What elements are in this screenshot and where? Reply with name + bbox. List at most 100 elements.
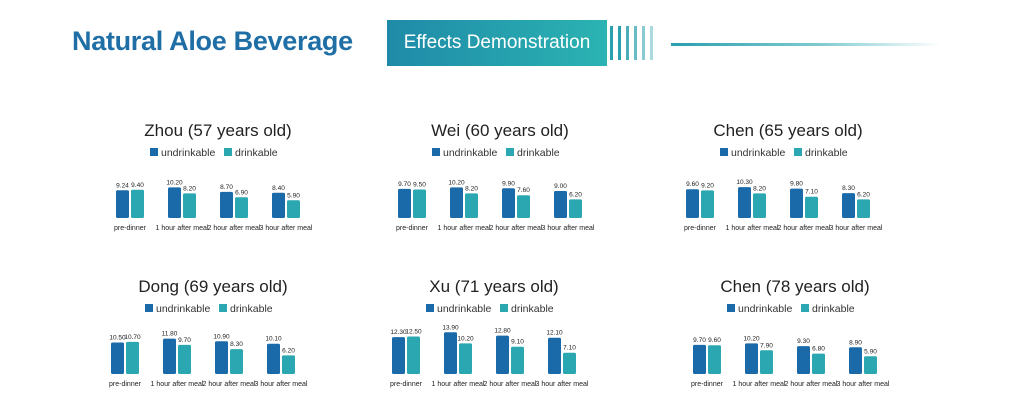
data-label: 10.20	[743, 335, 760, 342]
legend-label: drinkable	[517, 147, 560, 159]
decorative-stripe	[642, 26, 645, 60]
category-label: 2 hour after meal	[490, 225, 543, 232]
bar	[708, 345, 721, 374]
data-label: 8.40	[272, 185, 285, 192]
category-label: 1 hour after meal	[156, 225, 209, 232]
bar	[215, 341, 228, 374]
data-label: 8.30	[842, 185, 855, 192]
chart-panel: Chen (65 years old) undrinkable drinkable 9…	[638, 112, 938, 262]
bar	[282, 355, 295, 374]
bar	[459, 343, 472, 374]
data-label: 13.90	[442, 324, 459, 331]
chart-title: Chen (65 years old)	[713, 121, 862, 140]
bar	[842, 193, 855, 218]
legend-swatch	[150, 148, 158, 156]
data-label: 9.24	[116, 182, 129, 189]
chart-title: Wei (60 years old)	[431, 121, 569, 140]
bar	[693, 344, 706, 374]
chart-panel: Xu (71 years old) undrinkable drinkable 12.…	[344, 268, 644, 418]
bar-chart: Zhou (57 years old) undrinkable drinkable 9…	[114, 121, 313, 232]
data-label: 7.10	[563, 345, 576, 352]
bar	[805, 196, 818, 218]
bar	[168, 187, 181, 218]
category-label: 2 hour after meal	[484, 381, 537, 388]
chart-panel: Zhou (57 years old) undrinkable drinkable 9…	[68, 112, 368, 262]
bar	[163, 338, 176, 374]
legend-swatch	[219, 304, 227, 312]
legend-label: undrinkable	[156, 303, 210, 315]
data-label: 9.40	[131, 182, 144, 189]
header-divider-line	[671, 43, 941, 46]
category-label: pre-dinner	[390, 381, 423, 388]
legend-swatch	[500, 304, 508, 312]
bar	[738, 187, 751, 218]
decorative-stripe	[634, 26, 637, 60]
decorative-stripe	[618, 26, 621, 60]
category-label: 1 hour after meal	[726, 225, 779, 232]
data-label: 8.20	[183, 185, 196, 192]
bar	[797, 346, 810, 374]
legend-swatch	[727, 304, 735, 312]
bar	[745, 343, 758, 374]
bar	[686, 189, 699, 218]
category-label: 1 hour after meal	[432, 381, 485, 388]
legend-swatch	[801, 304, 809, 312]
data-label: 7.90	[760, 342, 773, 349]
bar	[220, 191, 233, 218]
legend-swatch	[720, 148, 728, 156]
data-label: 10.90	[213, 333, 230, 340]
bar	[178, 344, 191, 374]
bar	[183, 193, 196, 218]
chart-title: Chen (78 years old)	[720, 277, 869, 296]
bar	[392, 337, 405, 374]
bar	[465, 193, 478, 218]
data-label: 5.90	[864, 348, 877, 355]
subtitle-banner: Effects Demonstration	[387, 20, 607, 66]
legend-label: drinkable	[235, 147, 278, 159]
bar	[753, 193, 766, 218]
data-label: 12.80	[494, 328, 511, 335]
bar	[398, 188, 411, 218]
category-label: pre-dinner	[114, 225, 147, 232]
bar	[235, 197, 248, 218]
category-label: 2 hour after meal	[208, 225, 261, 232]
legend-swatch	[432, 148, 440, 156]
legend-label: undrinkable	[443, 147, 497, 159]
chart-title: Dong (69 years old)	[138, 277, 287, 296]
bar	[413, 189, 426, 218]
category-label: pre-dinner	[396, 225, 429, 232]
category-label: pre-dinner	[684, 225, 717, 232]
data-label: 8.20	[465, 185, 478, 192]
data-label: 9.80	[790, 181, 803, 188]
category-label: 3 hour after meal	[255, 381, 308, 388]
bar	[444, 332, 457, 374]
data-label: 6.20	[282, 347, 295, 354]
data-label: 9.70	[398, 181, 411, 188]
category-label: 1 hour after meal	[151, 381, 204, 388]
bar	[116, 190, 129, 218]
legend-label: undrinkable	[738, 303, 792, 315]
legend-label: undrinkable	[161, 147, 215, 159]
bar	[760, 350, 773, 374]
bar	[864, 356, 877, 374]
bar	[111, 342, 124, 374]
data-label: 11.80	[162, 331, 178, 338]
data-label: 10.50	[109, 335, 126, 342]
bar	[701, 190, 714, 218]
data-label: 10.70	[124, 334, 141, 341]
data-label: 6.90	[235, 189, 248, 196]
bar	[790, 188, 803, 218]
data-label: 10.30	[736, 179, 753, 186]
bar	[849, 347, 862, 374]
category-label: 1 hour after meal	[438, 225, 491, 232]
data-label: 9.10	[511, 339, 524, 346]
category-label: pre-dinner	[691, 381, 724, 388]
legend-label: drinkable	[230, 303, 273, 315]
bar-chart: Wei (60 years old) undrinkable drinkable 9.…	[396, 121, 595, 232]
legend-label: drinkable	[805, 147, 848, 159]
legend-label: drinkable	[812, 303, 855, 315]
data-label: 9.60	[686, 181, 699, 188]
decorative-stripe	[610, 26, 613, 60]
bar	[230, 349, 243, 374]
data-label: 7.10	[805, 189, 818, 196]
